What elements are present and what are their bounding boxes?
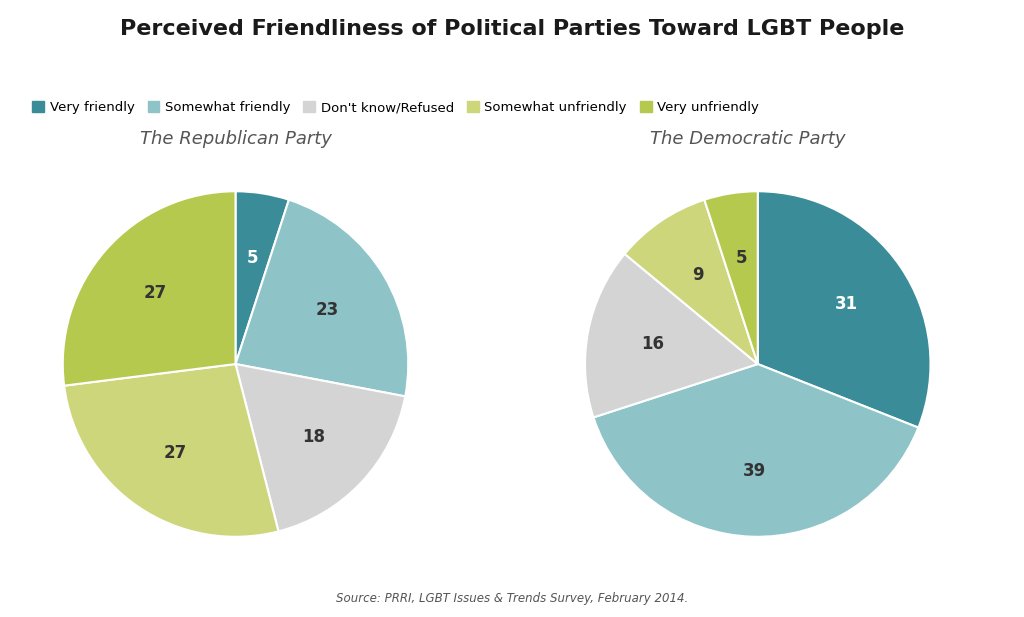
Text: The Republican Party: The Republican Party bbox=[139, 130, 332, 147]
Text: The Democratic Party: The Democratic Party bbox=[650, 130, 845, 147]
Wedge shape bbox=[705, 191, 758, 364]
Text: 27: 27 bbox=[143, 284, 167, 302]
Text: 16: 16 bbox=[641, 335, 664, 353]
Text: 18: 18 bbox=[302, 428, 325, 446]
Wedge shape bbox=[62, 191, 236, 386]
Wedge shape bbox=[236, 191, 289, 364]
Text: 5: 5 bbox=[247, 249, 258, 267]
Wedge shape bbox=[594, 364, 919, 537]
Text: 9: 9 bbox=[692, 267, 703, 284]
Wedge shape bbox=[758, 191, 931, 428]
Text: 23: 23 bbox=[316, 300, 339, 318]
Wedge shape bbox=[625, 200, 758, 364]
Text: 31: 31 bbox=[835, 295, 858, 313]
Wedge shape bbox=[585, 254, 758, 418]
Text: Source: PRRI, LGBT Issues & Trends Survey, February 2014.: Source: PRRI, LGBT Issues & Trends Surve… bbox=[336, 592, 688, 605]
Text: 27: 27 bbox=[164, 444, 187, 462]
Text: 5: 5 bbox=[735, 249, 746, 267]
Wedge shape bbox=[65, 364, 279, 537]
Legend: Very friendly, Somewhat friendly, Don't know/Refused, Somewhat unfriendly, Very : Very friendly, Somewhat friendly, Don't … bbox=[27, 96, 764, 120]
Wedge shape bbox=[236, 364, 406, 531]
Text: 39: 39 bbox=[742, 462, 766, 480]
Text: Perceived Friendliness of Political Parties Toward LGBT People: Perceived Friendliness of Political Part… bbox=[120, 19, 904, 38]
Wedge shape bbox=[236, 200, 409, 396]
